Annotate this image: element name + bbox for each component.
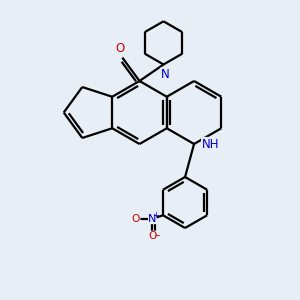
Text: N: N: [160, 68, 169, 81]
Text: N: N: [148, 214, 157, 224]
Text: O: O: [116, 43, 124, 56]
Text: −: −: [154, 232, 160, 241]
Text: O: O: [132, 214, 140, 224]
Text: +: +: [153, 211, 160, 220]
Text: O: O: [148, 231, 157, 241]
Text: NH: NH: [202, 137, 219, 151]
